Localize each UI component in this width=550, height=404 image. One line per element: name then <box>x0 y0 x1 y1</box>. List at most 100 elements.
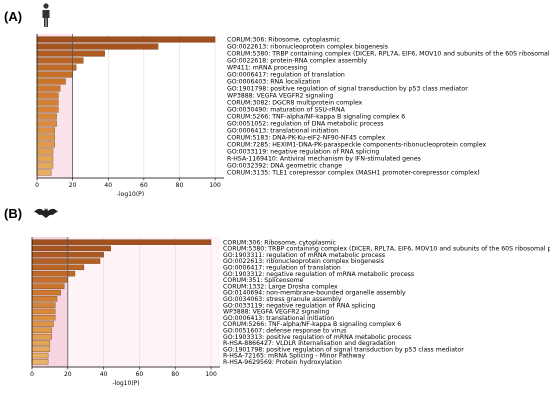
term-label: WP3888: VEGFA VEGFR2 signaling <box>223 309 329 316</box>
term-label: GO:0006417: regulation of translation <box>227 72 345 79</box>
term-label: GO:0051052: regulation of DNA metabolic … <box>227 121 384 128</box>
x-tick-label: 60 <box>136 371 144 378</box>
bat-icon <box>34 208 58 218</box>
bar <box>36 127 55 134</box>
bar <box>36 106 59 113</box>
bar <box>36 57 84 64</box>
term-label: GO:0034063: stress granule assembly <box>223 296 342 303</box>
term-label: GO:0022613: ribonucleoprotein complex bi… <box>223 258 384 265</box>
bar <box>36 148 54 155</box>
panel-label: (B) <box>4 206 22 221</box>
x-tick-label: 60 <box>140 182 148 189</box>
x-tick-label: 100 <box>209 182 221 189</box>
term-label: GO:0006417: regulation of translation <box>223 264 341 271</box>
x-tick-label: 80 <box>171 371 179 378</box>
x-tick-label: 0 <box>35 182 39 189</box>
bar <box>31 245 111 252</box>
x-tick-label: 20 <box>64 371 72 378</box>
x-axis-label: -log10(P) <box>112 380 139 387</box>
bar <box>31 346 51 352</box>
term-label: R-HSA-8866427: VLDLR internalisation and… <box>223 340 396 347</box>
term-label: WP3888: VEGFA VEGFR2 signaling <box>227 93 333 100</box>
x-tick-label: 80 <box>176 182 184 189</box>
panel-label: (A) <box>4 9 22 24</box>
bar <box>36 162 54 169</box>
term-label: GO:1901798: positive regulation of signa… <box>227 86 468 93</box>
term-label: GO:1903312: negative regulation of mRNA … <box>223 271 414 278</box>
bar <box>31 352 49 359</box>
term-label: CORUM:351: Spliceosome <box>223 277 304 284</box>
term-label: R-HSA-1169410: Antiviral mechanism by IF… <box>227 156 421 163</box>
bar <box>36 78 66 85</box>
bar <box>31 333 52 340</box>
bar <box>31 239 212 245</box>
term-label: GO:1901798: positive regulation of signa… <box>223 346 464 353</box>
bar <box>36 50 105 57</box>
bar <box>31 302 56 308</box>
term-label: GO:0140694: non-membrane-bounded organel… <box>223 290 406 297</box>
term-label: CORUM:7285: HEXIM1-DNA-PK-paraspeckle co… <box>227 142 486 149</box>
bar <box>31 258 101 264</box>
bar <box>36 141 55 148</box>
term-label: GO:0051607: defense response to virus <box>223 327 346 334</box>
term-label: CORUM:3135: TLE1 corepressor complex (MA… <box>227 170 480 177</box>
bar <box>31 308 56 315</box>
bar <box>31 270 76 277</box>
bar <box>31 283 65 289</box>
panel-a: (A)CORUM:306: Ribosome, cytoplasmicGO:00… <box>4 3 550 198</box>
term-label: CORUM:5266: TNF-alpha/NF-kappa B signali… <box>223 321 401 328</box>
term-label: GO:0033119: negative regulation of RNA s… <box>227 149 379 156</box>
bar <box>36 120 57 127</box>
term-label: CORUM:306: Ribosome, cytoplasmic <box>223 239 336 246</box>
term-label: GO:0006413: translational initiation <box>227 128 338 135</box>
x-axis-label: -log10(P) <box>117 191 144 198</box>
x-tick-label: 100 <box>205 371 217 378</box>
term-label: R-HSA-9629569: Protein hydroxylation <box>223 359 342 366</box>
x-tick-label: 40 <box>104 182 112 189</box>
bar <box>31 321 54 327</box>
bar <box>31 289 61 296</box>
bar <box>31 359 49 365</box>
bar <box>36 155 54 162</box>
term-label: GO:0022613: ribonucleoprotein complex bi… <box>227 44 388 51</box>
term-label: GO:0006403: RNA localization <box>227 79 320 86</box>
bar <box>36 64 77 71</box>
bar <box>36 134 55 141</box>
term-label: CORUM:5183: DNA-PK-Ku-eIF2-NF90-NF45 com… <box>227 135 385 142</box>
bar <box>36 36 216 43</box>
bar <box>31 264 85 271</box>
panel-b: (B)CORUM:306: Ribosome, cytoplasmicCORUM… <box>4 206 550 387</box>
term-label: CORUM:5266: TNF-alpha/NF-kappa B signali… <box>227 114 405 121</box>
bar <box>36 169 52 176</box>
bar <box>31 277 68 283</box>
term-label: WP411: mRNA processing <box>227 65 307 72</box>
x-tick-label: 40 <box>100 371 108 378</box>
bar <box>36 113 57 120</box>
bar <box>31 315 56 321</box>
bar <box>31 296 58 302</box>
term-label: CORUM:5380: TRBP containing complex (DIC… <box>223 246 550 253</box>
bar <box>36 99 59 106</box>
term-label: GO:1903313: positive regulation of mRNA … <box>223 334 411 341</box>
bar <box>36 71 73 78</box>
human-icon <box>42 3 50 27</box>
x-tick-label: 0 <box>30 371 34 378</box>
bar <box>36 85 61 92</box>
term-label: GO:0032392: DNA geometric change <box>227 163 342 170</box>
bar <box>31 340 51 346</box>
term-label: GO:1903311: regulation of mRNA metabolic… <box>223 252 385 259</box>
term-label: CORUM:5380: TRBP containing complex (DIC… <box>227 51 550 58</box>
term-label: GO:0033119: negative regulation of RNA s… <box>223 302 375 309</box>
term-label: GO:0006413: translational initiation <box>223 315 334 322</box>
bar <box>36 43 159 50</box>
term-label: GO:0030490: maturation of SSU-rRNA <box>227 107 346 114</box>
term-label: GO:0022618: protein-RNA complex assembly <box>227 58 368 65</box>
bar <box>36 92 59 99</box>
term-label: CORUM:3082: DGCR8 multiprotein complex <box>227 100 363 107</box>
term-label: CORUM:1332: Large Drosha complex <box>223 283 338 290</box>
x-tick-label: 20 <box>69 182 77 189</box>
term-label: R-HSA-72165: mRNA Splicing - Minor Pathw… <box>223 353 365 360</box>
bar <box>31 327 52 334</box>
term-label: CORUM:306: Ribosome, cytoplasmic <box>227 37 340 44</box>
